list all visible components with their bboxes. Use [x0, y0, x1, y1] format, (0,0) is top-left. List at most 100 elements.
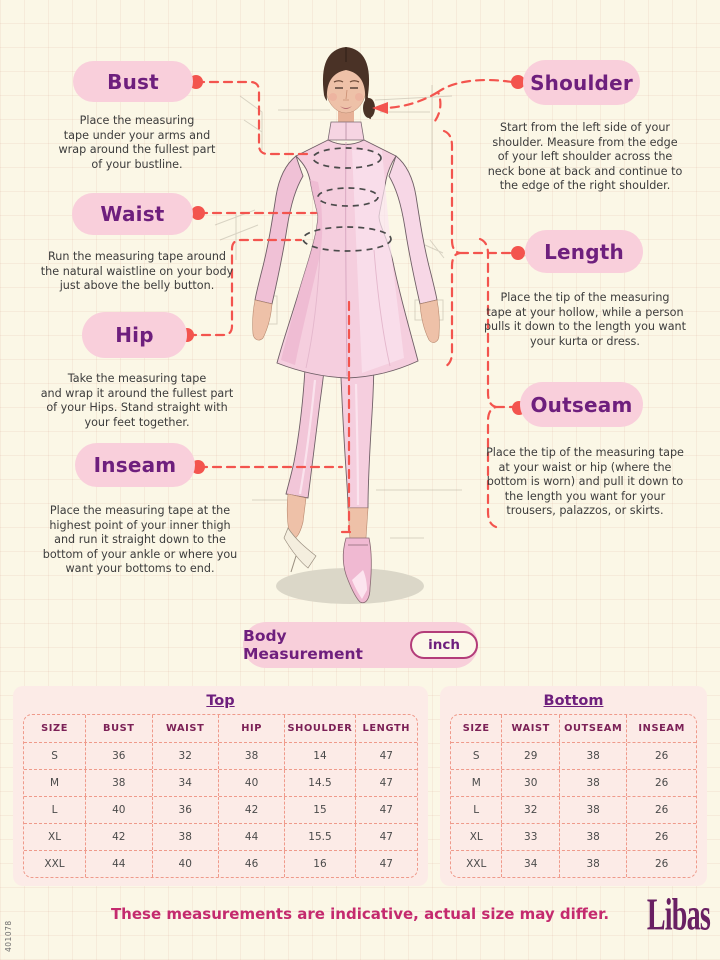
size-cell: L	[24, 797, 87, 823]
column-header: HIP	[219, 715, 286, 742]
head	[322, 47, 375, 140]
size-cell: 47	[379, 804, 393, 816]
body-measurement-pill: Body Measurement inch	[243, 622, 478, 668]
hip-label: Hip	[115, 323, 154, 347]
size-cell: 32	[153, 743, 219, 769]
size-cell: 14.5	[285, 770, 356, 796]
top-size-table-panel: Top SIZE BUST WAIST HIP SHOULDER LENGTH …	[13, 686, 428, 886]
table-row: L 40 36 42 15 47	[24, 797, 417, 824]
column-header: SIZE	[451, 715, 503, 742]
size-cell: 36	[153, 797, 219, 823]
size-cell: 42	[86, 824, 153, 850]
table-header-row: SIZE WAIST OUTSEAM INSEAM	[451, 715, 696, 743]
size-cell: XXL	[451, 851, 503, 877]
inseam-description: Place the measuring tape at the highest …	[42, 504, 238, 576]
waist-ellipse	[317, 187, 379, 207]
column-header: WAIST	[153, 715, 219, 742]
outseam-label: Outseam	[530, 392, 633, 417]
outseam-description: Place the tip of the measuring tape at y…	[486, 446, 684, 518]
length-description: Place the tip of the measuring tape at y…	[483, 291, 687, 348]
kurta	[276, 121, 419, 379]
bottom-size-table: SIZE WAIST OUTSEAM INSEAM S 29 38 26 M 3…	[450, 714, 697, 878]
column-header: INSEAM	[638, 723, 685, 734]
measurement-ellipses	[302, 147, 392, 252]
size-cell: 40	[153, 851, 219, 877]
table-row: M 38 34 40 14.5 47	[24, 770, 417, 797]
column-header: SIZE	[24, 715, 87, 742]
waist-label: Waist	[100, 202, 165, 226]
table-header-row: SIZE BUST WAIST HIP SHOULDER LENGTH	[24, 715, 417, 743]
size-cell: 29	[502, 743, 560, 769]
size-cell: 32	[502, 797, 560, 823]
size-cell: 15	[285, 797, 356, 823]
bust-ellipse	[312, 147, 382, 169]
bust-label: Bust	[107, 69, 159, 94]
bottom-size-table-panel: Bottom SIZE WAIST OUTSEAM INSEAM S 29 38…	[440, 686, 707, 886]
size-cell: 47	[379, 858, 393, 870]
length-brace	[442, 129, 461, 369]
size-cell: 33	[502, 824, 560, 850]
size-cell: 46	[219, 851, 286, 877]
size-cell: S	[451, 743, 503, 769]
size-cell: 38	[560, 797, 628, 823]
arms	[252, 155, 440, 343]
top-table-title: Top	[206, 693, 235, 709]
hip-ellipse	[302, 226, 392, 252]
disclaimer-note: These measurements are indicative, actua…	[110, 905, 610, 923]
hip-description: Take the measuring tape and wrap it arou…	[40, 372, 234, 429]
size-cell: 38	[560, 851, 628, 877]
bust-label-pill: Bust	[73, 61, 193, 102]
size-cell: 40	[86, 797, 153, 823]
waist-description: Run the measuring tape around the natura…	[40, 250, 234, 293]
hip-label-pill: Hip	[82, 312, 187, 358]
table-row: XXL 34 38 26	[451, 851, 696, 877]
size-cell: 38	[560, 743, 628, 769]
size-cell: 34	[502, 851, 560, 877]
table-row: XL 42 38 44 15.5 47	[24, 824, 417, 851]
table-row: XL 33 38 26	[451, 824, 696, 851]
size-cell: 26	[654, 804, 669, 816]
inseam-line	[340, 300, 358, 534]
table-row: S 36 32 38 14 47	[24, 743, 417, 770]
size-cell: XL	[24, 824, 87, 850]
table-row: L 32 38 26	[451, 797, 696, 824]
size-cell: XXL	[24, 851, 87, 877]
size-cell: 38	[219, 743, 286, 769]
waist-label-pill: Waist	[72, 193, 193, 235]
size-cell: L	[451, 797, 503, 823]
size-cell: 38	[86, 770, 153, 796]
size-cell: 47	[379, 831, 393, 843]
outseam-label-pill: Outseam	[520, 382, 643, 427]
size-cell: 15.5	[285, 824, 356, 850]
column-header: OUTSEAM	[560, 715, 628, 742]
inseam-label-pill: Inseam	[75, 443, 195, 487]
vertical-reference-code: 401078	[4, 920, 13, 952]
size-cell: 26	[654, 777, 669, 789]
size-cell: 40	[219, 770, 286, 796]
table-row: XXL 44 40 46 16 47	[24, 851, 417, 877]
size-cell: 47	[379, 750, 393, 762]
size-cell: 44	[219, 824, 286, 850]
size-cell: 38	[560, 770, 628, 796]
column-header: WAIST	[502, 715, 560, 742]
top-size-table: SIZE BUST WAIST HIP SHOULDER LENGTH S 36…	[23, 714, 418, 878]
column-header: SHOULDER	[285, 715, 356, 742]
pants	[285, 349, 375, 509]
size-cell: 30	[502, 770, 560, 796]
size-cell: 26	[654, 750, 669, 762]
unit-toggle-inch[interactable]: inch	[410, 631, 478, 659]
size-cell: 34	[153, 770, 219, 796]
size-cell: S	[24, 743, 87, 769]
size-cell: 26	[654, 858, 669, 870]
size-cell: 26	[654, 831, 669, 843]
bottom-table-title: Bottom	[543, 693, 604, 709]
shoulder-arrowhead	[372, 102, 388, 114]
size-cell: 44	[86, 851, 153, 877]
shoulder-description: Start from the left side of your shoulde…	[487, 121, 683, 193]
inseam-label: Inseam	[93, 453, 177, 477]
size-cell: XL	[451, 824, 503, 850]
column-header: LENGTH	[362, 723, 411, 734]
table-row: S 29 38 26	[451, 743, 696, 770]
size-cell: 38	[560, 824, 628, 850]
